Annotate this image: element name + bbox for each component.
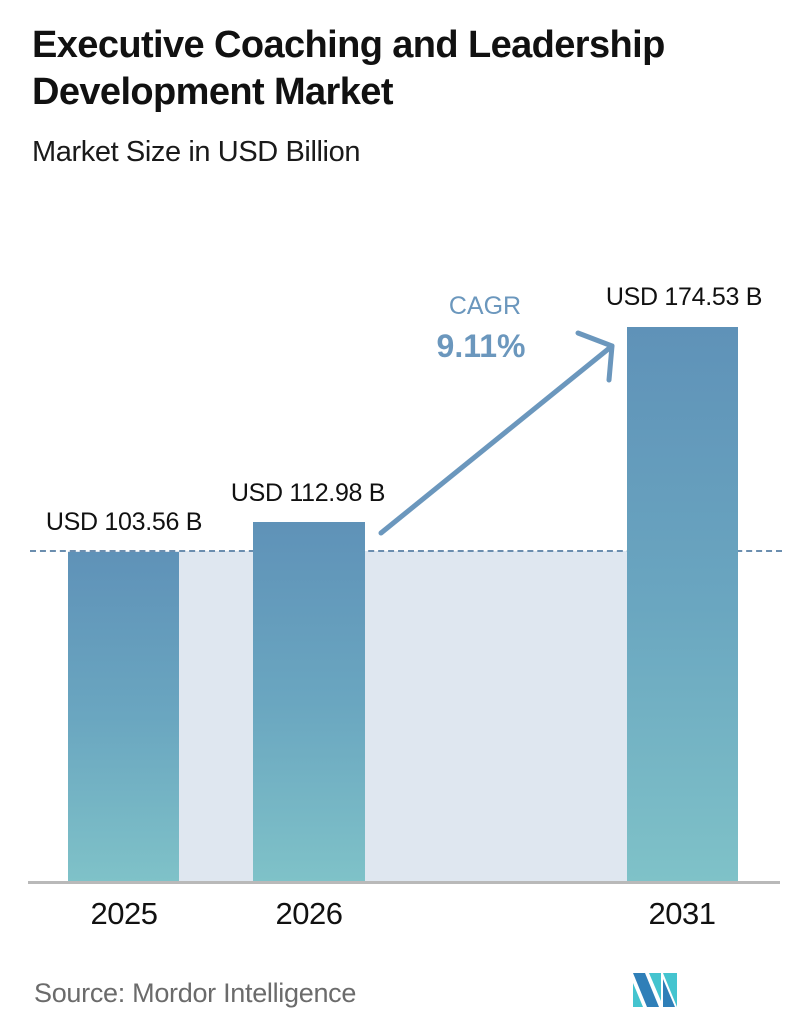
chart-title: Executive Coaching and Leadership Develo… — [32, 24, 665, 113]
mordor-intelligence-logo-icon — [633, 973, 677, 1007]
bar-2025 — [68, 552, 179, 882]
bar-value-label-2026: USD 112.98 B — [230, 479, 386, 507]
chart-subtitle: Market Size in USD Billion — [32, 136, 361, 168]
bar-2026 — [253, 522, 365, 882]
reference-band — [68, 551, 738, 882]
x-tick-2031: 2031 — [648, 896, 716, 931]
bar-value-label-2025: USD 103.56 B — [45, 508, 203, 536]
bar-value-label-2031: USD 174.53 B — [605, 283, 763, 311]
source-note: Source: Mordor Intelligence — [34, 978, 357, 1008]
x-axis-line — [28, 881, 780, 884]
cagr-value: 9.11% — [436, 328, 526, 364]
x-tick-2026: 2026 — [275, 896, 343, 931]
x-tick-2025: 2025 — [90, 896, 158, 931]
reference-dashed-line — [30, 550, 782, 552]
bar-2031 — [627, 327, 738, 882]
cagr-label: CAGR — [448, 292, 522, 320]
